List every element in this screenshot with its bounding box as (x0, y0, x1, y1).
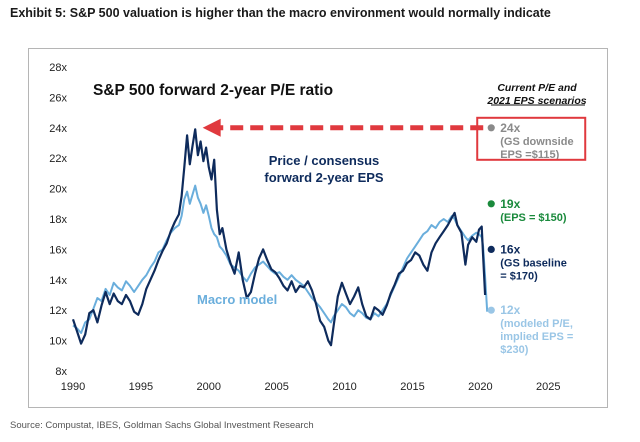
exhibit-title: Exhibit 5: S&P 500 valuation is higher t… (10, 6, 551, 20)
x-tick-label: 2000 (197, 381, 221, 393)
y-tick-label: 18x (49, 214, 67, 226)
x-tick-label: 2020 (468, 381, 492, 393)
x-tick-label: 2005 (264, 381, 288, 393)
y-tick-label: 24x (49, 123, 67, 135)
scenario-label: 12x (500, 303, 520, 317)
scenarios-header: Current P/E and (497, 82, 577, 94)
y-tick-label: 28x (49, 62, 67, 74)
chart-title: S&P 500 forward 2-year P/E ratio (93, 82, 333, 99)
scenario-label: (modeled P/E, (500, 318, 573, 330)
arrow-head (202, 118, 221, 137)
downside-highlight-box (476, 116, 587, 161)
pe-ratio-line (71, 128, 487, 347)
scenario-label: (GS baseline (500, 257, 567, 269)
chart-frame: 8x 10x 12x 14x 16x 18x 20x 22x 24x 26x 28x 1990 1995… (28, 48, 608, 408)
pe-ratio-chart: 8x 10x 12x 14x 16x 18x 20x 22x 24x 26x 28x 1990 1995… (49, 62, 587, 393)
scenario-point (487, 124, 495, 132)
scenario-label: 24x (500, 121, 520, 135)
scenario-point (487, 245, 495, 253)
scenario-label: EPS =$115) (500, 149, 559, 161)
y-tick-label: 20x (49, 184, 67, 196)
y-tick-label: 16x (49, 244, 67, 256)
y-tick-label: 14x (49, 275, 67, 287)
x-tick-label: 2010 (332, 381, 356, 393)
scenario-point (487, 200, 495, 208)
macro-series-label: Macro model (197, 292, 277, 307)
source-note: Source: Compustat, IBES, Goldman Sachs G… (10, 420, 314, 431)
x-tick-label: 2025 (536, 381, 560, 393)
scenario-label: 16x (500, 242, 520, 256)
x-tick-label: 1995 (129, 381, 153, 393)
scenario-label: $230) (500, 344, 528, 356)
pe-series-label: forward 2-year EPS (264, 170, 384, 185)
x-tick-label: 2015 (400, 381, 424, 393)
scenario-label: (EPS = $150) (500, 212, 567, 224)
x-tick-label: 1990 (61, 381, 85, 393)
scenario-label: = $170) (500, 270, 538, 282)
scenario-label: (GS downside (500, 136, 573, 148)
y-tick-label: 12x (49, 305, 67, 317)
y-tick-label: 8x (55, 366, 67, 378)
macro-model-line (72, 184, 489, 334)
y-tick-label: 22x (49, 153, 67, 165)
scenario-label: 19x (500, 197, 520, 211)
y-tick-label: 26x (49, 92, 67, 104)
scenario-point (487, 306, 495, 314)
y-tick-label: 10x (49, 336, 67, 348)
scenario-label: implied EPS = (500, 331, 573, 343)
pe-series-label: Price / consensus (269, 153, 380, 168)
scenarios-header: 2021 EPS scenarios (486, 95, 586, 107)
